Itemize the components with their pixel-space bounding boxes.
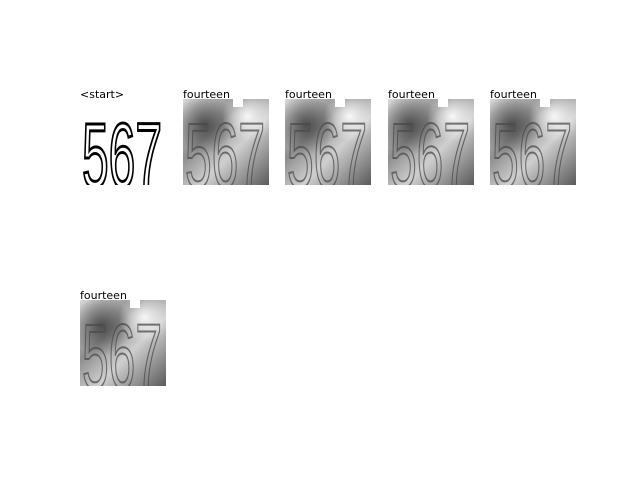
image-panel: fourteen 567 bbox=[183, 89, 269, 185]
panel-caption: fourteen bbox=[80, 289, 127, 302]
digit-image: 567 bbox=[80, 300, 166, 386]
digit-image: 567 bbox=[80, 99, 166, 186]
image-panel: fourteen 567 bbox=[490, 89, 576, 185]
image-panel: fourteen 567 bbox=[388, 89, 474, 185]
panel-caption: fourteen bbox=[285, 88, 332, 101]
panel-caption: <start> bbox=[80, 88, 125, 101]
digit-glyphs: 567 bbox=[390, 105, 470, 185]
image-panel: fourteen 567 bbox=[285, 89, 371, 185]
image-panel: fourteen 567 bbox=[80, 290, 166, 386]
panel-caption: fourteen bbox=[388, 88, 435, 101]
panel-caption: fourteen bbox=[183, 88, 230, 101]
digit-glyphs: 567 bbox=[185, 105, 265, 185]
panel-caption: fourteen bbox=[490, 88, 537, 101]
digit-image: 567 bbox=[183, 99, 269, 185]
digit-image: 567 bbox=[388, 99, 474, 185]
digit-glyphs: 567 bbox=[82, 306, 162, 386]
digit-glyphs: 567 bbox=[492, 105, 572, 185]
digit-image: 567 bbox=[285, 99, 371, 185]
image-panel: <start> 567 bbox=[80, 89, 166, 186]
digit-glyphs: 567 bbox=[287, 105, 367, 185]
digit-glyphs: 567 bbox=[82, 105, 162, 185]
digit-image: 567 bbox=[490, 99, 576, 185]
